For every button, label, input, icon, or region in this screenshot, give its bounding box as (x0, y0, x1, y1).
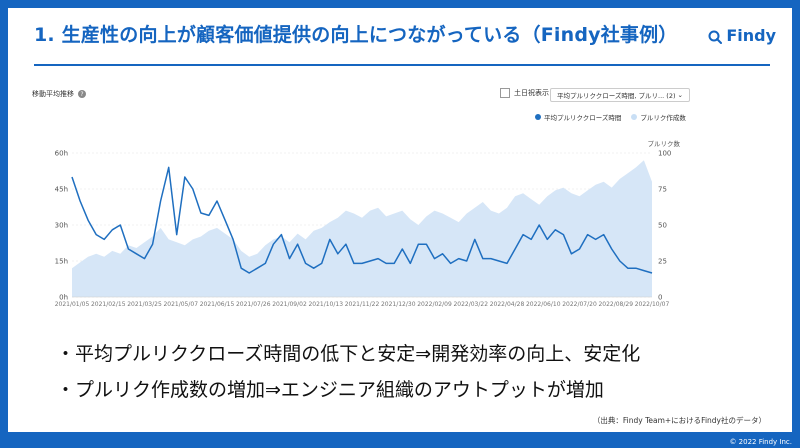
title-underline (34, 64, 770, 66)
legend-label: プルリク作成数 (640, 114, 686, 122)
x-tick-label: 2021/12/30 (381, 301, 416, 308)
x-tick-label: 2021/11/22 (345, 301, 380, 308)
legend-label: 平均プルリククローズ時間 (544, 114, 622, 122)
y-right-tick-label: 100 (658, 150, 671, 158)
weekend-checkbox[interactable] (500, 88, 510, 98)
x-tick-label: 2022/02/09 (417, 301, 452, 308)
legend-item-pr-count[interactable]: プルリク作成数 (631, 112, 686, 122)
y-right-tick-label: 50 (658, 222, 667, 230)
x-tick-label: 2022/06/10 (526, 301, 561, 308)
legend-item-close-time[interactable]: 平均プルリククローズ時間 (535, 112, 621, 122)
findy-logo-icon (708, 29, 723, 44)
x-tick-label: 2021/05/07 (163, 301, 198, 308)
x-tick-label: 2021/06/15 (200, 301, 235, 308)
legend-dot-icon (535, 114, 541, 120)
y-left-tick-label: 45h (55, 186, 68, 194)
findy-logo: Findy (708, 26, 776, 45)
y-left-tick-label: 15h (55, 258, 68, 266)
x-tick-label: 2021/03/25 (127, 301, 162, 308)
bullet-list: ・平均プルリククローズ時間の低下と安定⇒開発効率の向上、安定化 ・プルリク作成数… (56, 336, 640, 408)
y-right-tick-label: 25 (658, 258, 667, 266)
x-tick-label: 2022/04/28 (490, 301, 525, 308)
x-tick-label: 2022/10/07 (635, 301, 670, 308)
chart-legend: 平均プルリククローズ時間 プルリク作成数 (535, 112, 686, 122)
x-tick-label: 2021/07/26 (236, 301, 271, 308)
y-right-tick-label: 0 (658, 294, 662, 302)
x-tick-label: 2021/01/05 (55, 301, 90, 308)
x-tick-label: 2021/02/15 (91, 301, 126, 308)
series-area-pr-count (72, 160, 652, 297)
help-icon[interactable]: ? (78, 90, 86, 98)
series-select[interactable]: 平均プルリククローズ時間, プルリ... (2) ⌄ (550, 88, 690, 102)
x-tick-label: 2021/10/13 (308, 301, 343, 308)
y-left-tick-label: 60h (55, 150, 68, 158)
y-right-axis-title: プルリク数 (648, 139, 681, 148)
x-tick-label: 2022/08/29 (598, 301, 633, 308)
weekend-toggle[interactable]: 土日祝表示 (500, 88, 549, 98)
chevron-down-icon: ⌄ (677, 91, 683, 99)
slide-title: 1. 生産性の向上が顧客価値提供の向上につながっている（Findy社事例） (34, 24, 678, 46)
y-left-tick-label: 0h (59, 294, 68, 302)
y-left-tick-label: 30h (55, 222, 68, 230)
bullet-pr-count: ・プルリク作成数の増加⇒エンジニア組織のアウトプットが増加 (56, 379, 604, 401)
x-tick-label: 2022/07/20 (562, 301, 597, 308)
chart-title-text: 移動平均推移 (32, 90, 74, 98)
copyright: © 2022 Findy Inc. (729, 438, 792, 446)
chart-title: 移動平均推移 ? (32, 89, 86, 99)
weekend-label: 土日祝表示 (514, 89, 549, 97)
slide: 1. 生産性の向上が顧客価値提供の向上につながっている（Findy社事例） Fi… (8, 8, 792, 432)
series-select-value: 平均プルリククローズ時間, プルリ... (2) (557, 92, 676, 100)
x-tick-label: 2022/03/22 (453, 301, 488, 308)
series-line-close-time (71, 166, 653, 274)
y-right-tick-label: 75 (658, 186, 667, 194)
findy-logo-text: Findy (726, 26, 776, 45)
x-tick-label: 2021/09/02 (272, 301, 307, 308)
bullet-close-time: ・平均プルリククローズ時間の低下と安定⇒開発効率の向上、安定化 (56, 343, 641, 365)
source-note: （出典：Findy Team+におけるFindy社のデータ） (592, 416, 766, 425)
legend-dot-icon (631, 114, 638, 120)
